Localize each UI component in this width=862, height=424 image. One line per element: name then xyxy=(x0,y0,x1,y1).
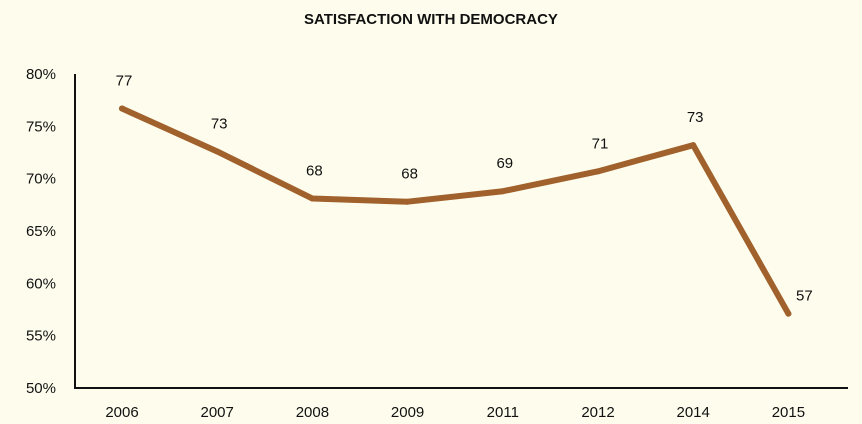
data-point xyxy=(499,188,506,195)
y-axis-ticks: 50% 55% 60% 65% 70% 75% 80% xyxy=(26,66,56,397)
data-label: 71 xyxy=(592,135,609,152)
data-label: 57 xyxy=(796,288,813,305)
y-tick-label: 55% xyxy=(26,328,56,345)
x-tick-label: 2008 xyxy=(296,404,329,421)
data-point xyxy=(595,168,601,175)
data-point xyxy=(309,195,316,202)
x-tick-label: 2009 xyxy=(391,404,424,421)
data-label: 77 xyxy=(116,73,133,90)
data-label: 73 xyxy=(211,115,228,132)
series-layer xyxy=(119,105,792,317)
data-point xyxy=(785,310,792,317)
data-point xyxy=(690,142,697,149)
data-label: 69 xyxy=(496,155,513,172)
data-point xyxy=(119,105,125,112)
data-label: 68 xyxy=(401,166,418,183)
x-tick-label: 2012 xyxy=(581,404,614,421)
x-tick-label: 2014 xyxy=(677,404,710,421)
x-tick-label: 2015 xyxy=(772,404,805,421)
data-point xyxy=(214,148,221,155)
x-axis-ticks: 2006 2007 2008 2009 2011 2012 2014 2015 xyxy=(105,404,805,421)
y-tick-label: 60% xyxy=(26,275,56,292)
x-tick-label: 2006 xyxy=(105,404,138,421)
data-labels: 77 73 68 68 69 71 73 57 xyxy=(116,73,813,305)
x-tick-label: 2011 xyxy=(487,404,519,421)
y-tick-label: 75% xyxy=(26,118,56,135)
data-label: 68 xyxy=(306,163,323,180)
chart-title: SATISFACTION WITH DEMOCRACY xyxy=(304,11,558,28)
data-point xyxy=(404,198,411,205)
y-tick-label: 70% xyxy=(26,171,56,188)
data-label: 73 xyxy=(687,109,704,126)
y-tick-label: 50% xyxy=(26,380,56,397)
series-line xyxy=(119,105,792,317)
x-tick-label: 2007 xyxy=(201,404,234,421)
y-tick-label: 80% xyxy=(26,66,56,83)
y-tick-label: 65% xyxy=(26,223,56,240)
axes xyxy=(74,74,848,389)
